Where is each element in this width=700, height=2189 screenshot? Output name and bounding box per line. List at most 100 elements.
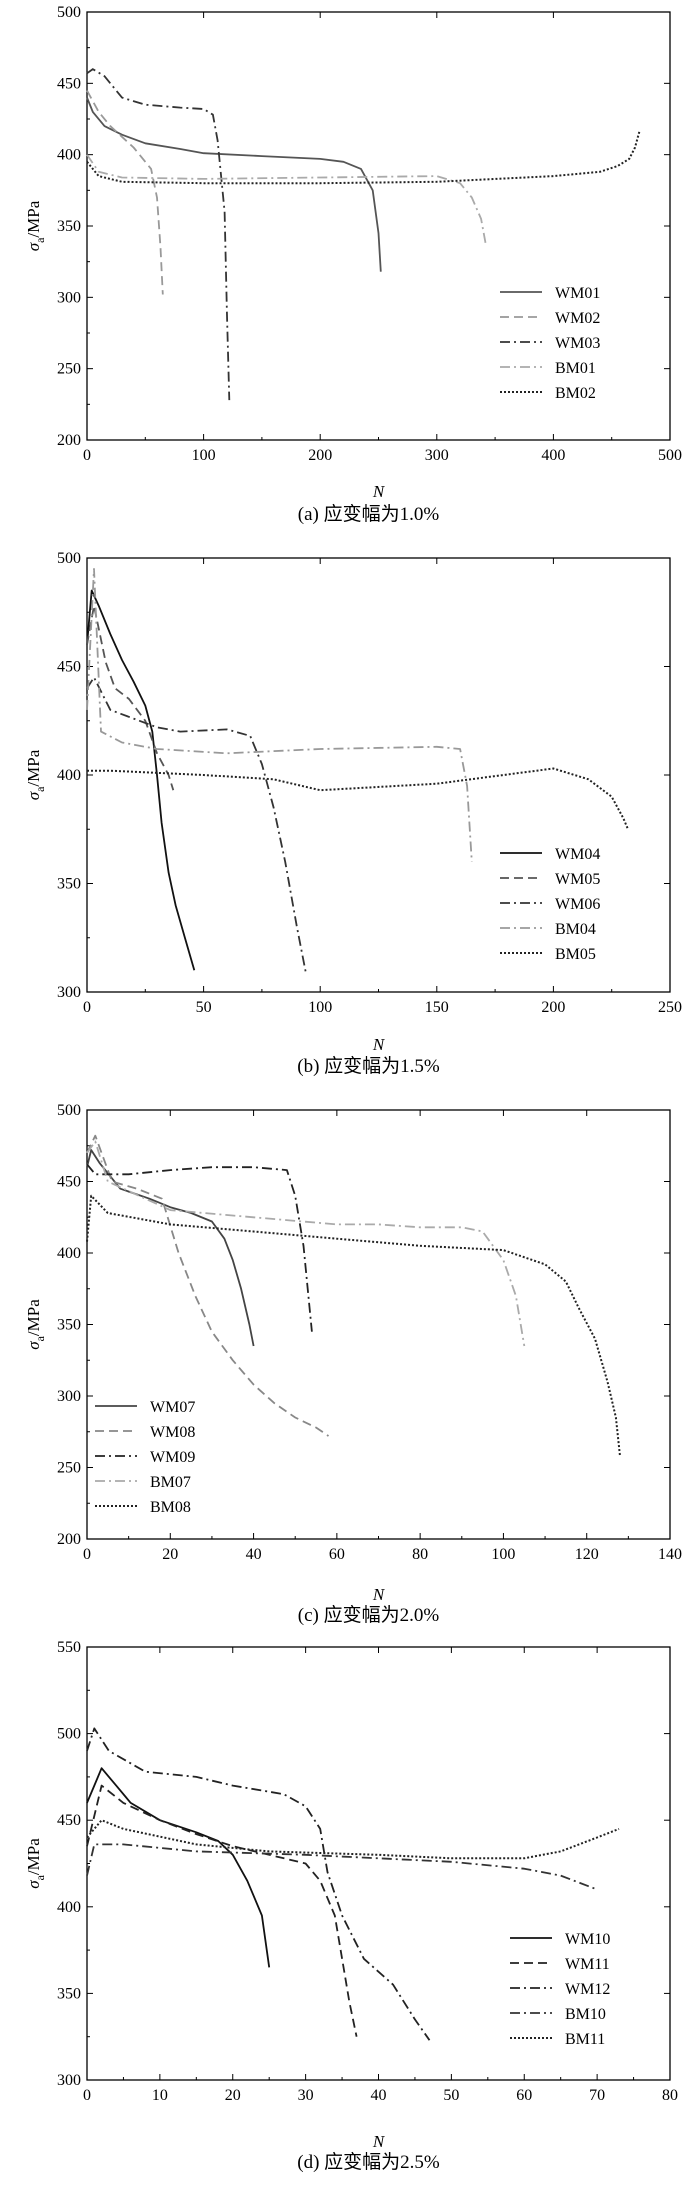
y-tick-label: 350 — [57, 1985, 81, 2002]
series-line-wm12 — [86, 1727, 431, 2041]
legend-label-bm04: BM04 — [555, 921, 596, 938]
y-tick-label: 200 — [57, 1531, 81, 1548]
x-tick-label: 200 — [308, 447, 332, 464]
series-line-wm02 — [86, 90, 164, 295]
y-tick-label: 300 — [57, 984, 81, 1001]
x-tick-label: 150 — [425, 999, 449, 1016]
series-line-bm11 — [86, 1819, 620, 1860]
x-tick-label: 100 — [491, 1546, 515, 1563]
y-tick-label: 350 — [57, 876, 81, 893]
series-line-bm10 — [86, 1843, 598, 1891]
y-tick-label: 250 — [57, 361, 81, 378]
series-line-wm04 — [86, 589, 196, 971]
chart-caption: (d) 应变幅为2.5% — [297, 2151, 440, 2173]
legend-label-wm05: WM05 — [555, 871, 600, 888]
x-tick-label: 10 — [152, 2087, 168, 2104]
x-tick-label: 70 — [589, 2087, 605, 2104]
series-line-wm03 — [86, 68, 231, 401]
legend-label-wm03: WM03 — [555, 335, 600, 352]
series-line-wm11 — [86, 1784, 358, 2037]
y-tick-label: 300 — [57, 2072, 81, 2089]
x-tick-label: 50 — [443, 2087, 459, 2104]
x-axis-title: N — [372, 1585, 386, 1604]
y-axis-unit: /MPa — [24, 749, 43, 786]
y-axis-symbol: σ — [24, 1880, 43, 1889]
x-tick-label: 40 — [246, 1546, 262, 1563]
legend-label-bm05: BM05 — [555, 946, 596, 963]
chart-panel-3: 0 20 40 60 80 100 120 140 200 250 300 350 400 450 500 σ… — [24, 1102, 682, 1626]
legend-label-bm08: BM08 — [150, 1499, 191, 1516]
x-tick-label: 250 — [658, 999, 682, 1016]
x-tick-label: 0 — [83, 999, 91, 1016]
x-tick-label: 0 — [83, 447, 91, 464]
legend-label-wm07: WM07 — [150, 1399, 195, 1416]
y-tick-label: 450 — [57, 659, 81, 676]
y-axis-title: σa/MPa — [24, 1299, 47, 1350]
series-line-wm05 — [86, 604, 175, 791]
series-line-bm05 — [87, 767, 629, 830]
y-axis-title: σa/MPa — [24, 1838, 47, 1889]
y-axis-symbol: σ — [24, 242, 43, 251]
series-line-wm09 — [86, 1163, 313, 1332]
x-axis-title: N — [372, 2132, 386, 2151]
y-axis-symbol: σ — [24, 1341, 43, 1350]
legend-label-wm12: WM12 — [565, 1981, 610, 1998]
y-tick-label: 400 — [57, 1245, 81, 1262]
y-tick-label: 550 — [57, 1639, 81, 1656]
legend-label-wm04: WM04 — [555, 846, 600, 863]
y-tick-label: 350 — [57, 1317, 81, 1334]
y-axis-subscript: a — [33, 1874, 47, 1880]
x-tick-label: 100 — [192, 447, 216, 464]
x-tick-label: 140 — [658, 1546, 682, 1563]
legend-label-bm11: BM11 — [565, 2031, 605, 2048]
y-tick-label: 300 — [57, 289, 81, 306]
chart-panel-1: 0 100 200 300 400 500 200 250 300 350 400 450 500 σa/… — [24, 4, 682, 525]
series-line-wm08 — [86, 1134, 330, 1437]
x-tick-label: 400 — [541, 447, 565, 464]
x-tick-label: 20 — [225, 2087, 241, 2104]
series-line-bm08 — [86, 1194, 621, 1457]
x-tick-label: 50 — [196, 999, 212, 1016]
legend-label-wm11: WM11 — [565, 1956, 610, 1973]
legend-label-bm10: BM10 — [565, 2006, 606, 2023]
y-tick-label: 500 — [57, 1726, 81, 1743]
series-line-wm07 — [86, 1149, 255, 1347]
chart-panel-4: 0 10 20 30 40 50 60 70 80 300 350 400 450 500 550 σa/MP… — [24, 1639, 678, 2173]
x-tick-label: 120 — [575, 1546, 599, 1563]
chart-caption: (b) 应变幅为1.5% — [297, 1055, 440, 1077]
y-axis-subscript: a — [33, 237, 47, 243]
chart-caption: (a) 应变幅为1.0% — [298, 503, 440, 525]
y-tick-label: 400 — [57, 147, 81, 164]
x-axis-title: N — [372, 482, 386, 501]
y-tick-label: 350 — [57, 218, 81, 235]
y-axis-title: σa/MPa — [24, 200, 47, 251]
legend-label-wm09: WM09 — [150, 1449, 195, 1466]
chart-panel-2: 0 50 100 150 200 250 300 350 400 450 500 σa/MPa N(b)… — [24, 550, 682, 1077]
legend-label-bm07: BM07 — [150, 1474, 191, 1491]
y-axis-unit: /MPa — [24, 200, 43, 237]
legend-label-wm06: WM06 — [555, 896, 600, 913]
y-tick-label: 200 — [57, 432, 81, 449]
y-tick-label: 450 — [57, 1174, 81, 1191]
y-axis-subscript: a — [33, 1335, 47, 1341]
x-tick-label: 60 — [329, 1546, 345, 1563]
legend-label-wm01: WM01 — [555, 285, 600, 302]
x-tick-label: 30 — [298, 2087, 314, 2104]
series-line-bm04 — [86, 568, 473, 862]
chart-caption: (c) 应变幅为2.0% — [298, 1604, 440, 1626]
y-tick-label: 500 — [57, 4, 81, 21]
y-axis-title: σa/MPa — [24, 749, 47, 800]
x-tick-label: 40 — [371, 2087, 387, 2104]
y-tick-label: 400 — [57, 767, 81, 784]
y-axis-subscript: a — [33, 786, 47, 792]
x-tick-label: 80 — [412, 1546, 428, 1563]
y-tick-label: 450 — [57, 1812, 81, 1829]
x-axis-title: N — [372, 1035, 386, 1054]
x-tick-label: 0 — [83, 1546, 91, 1563]
series-line-wm01 — [86, 97, 382, 272]
x-tick-label: 300 — [425, 447, 449, 464]
y-tick-label: 500 — [57, 550, 81, 567]
legend-label-bm02: BM02 — [555, 385, 596, 402]
y-tick-label: 500 — [57, 1102, 81, 1119]
